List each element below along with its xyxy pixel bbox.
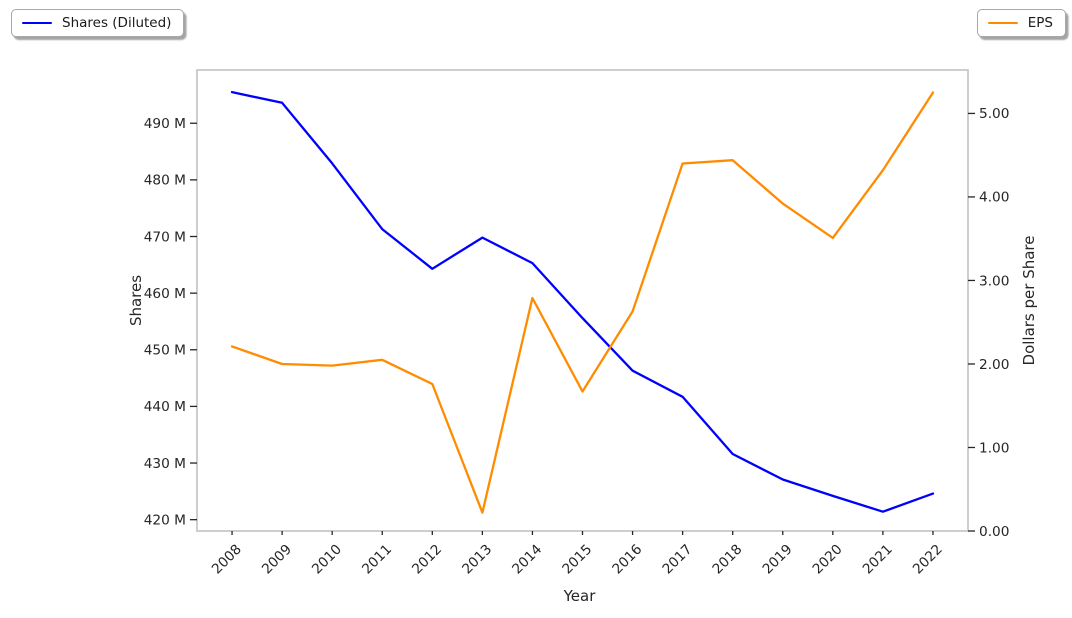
x-tick-label: 2019 <box>760 542 796 578</box>
x-axis-title: Year <box>563 587 597 605</box>
y-left-tick-label: 420 M <box>144 512 186 528</box>
y-left-tick-label: 460 M <box>144 286 186 302</box>
x-tick-label: 2009 <box>259 542 295 578</box>
legend-eps-label: EPS <box>1027 15 1053 31</box>
x-tick-label: 2015 <box>559 542 595 578</box>
x-tick-label: 2010 <box>309 542 345 578</box>
y-right-tick-label: 3.00 <box>979 273 1009 289</box>
y-right-tick-label: 2.00 <box>979 357 1009 373</box>
legend-shares-diluted: Shares (Diluted) <box>11 9 185 37</box>
y-left-tick-label: 490 M <box>144 116 186 132</box>
x-tick-label: 2021 <box>860 542 896 578</box>
y-right-tick-label: 4.00 <box>979 190 1009 206</box>
x-tick-label: 2013 <box>459 542 495 578</box>
series-line-eps <box>230 91 935 514</box>
y-right-tick-label: 1.00 <box>979 440 1009 456</box>
y-right-tick-label: 5.00 <box>979 106 1009 122</box>
x-tick-label: 2016 <box>609 542 645 578</box>
y-left-tick-label: 480 M <box>144 173 186 189</box>
eps-line-swatch <box>987 21 1018 25</box>
legend-shares-label: Shares (Diluted) <box>62 15 172 31</box>
legend-eps: EPS <box>976 9 1066 37</box>
x-tick-label: 2020 <box>810 542 846 578</box>
y-left-tick-label: 430 M <box>144 456 186 472</box>
x-tick-label: 2008 <box>209 542 245 578</box>
x-tick-label: 2017 <box>660 542 696 578</box>
x-tick-label: 2012 <box>409 542 445 578</box>
y-right-axis-title: Dollars per Share <box>1020 236 1038 366</box>
series-line-shares-diluted <box>230 90 935 513</box>
y-right-tick-label: 0.00 <box>979 524 1009 540</box>
y-left-tick-label: 440 M <box>144 399 186 415</box>
y-left-tick-label: 450 M <box>144 343 186 359</box>
x-tick-label: 2018 <box>710 542 746 578</box>
y-left-tick-label: 470 M <box>144 229 186 245</box>
x-tick-label: 2011 <box>359 542 395 578</box>
shares-line-swatch <box>22 21 52 25</box>
x-tick-label: 2014 <box>509 542 545 578</box>
y-left-axis-title: Shares <box>127 275 145 326</box>
x-tick-label: 2022 <box>910 542 946 578</box>
